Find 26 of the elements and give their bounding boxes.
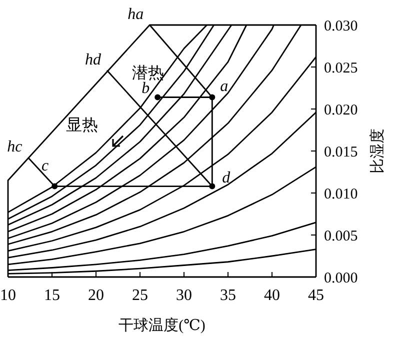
y-tick-label: 0.005 [324, 228, 358, 244]
annotation: c [42, 157, 49, 174]
y-tick-label: 0.015 [324, 144, 358, 160]
y-tick-label: 0.010 [324, 186, 358, 202]
annotation: hc [7, 138, 22, 156]
annotation: 潜热 [132, 64, 164, 82]
x-tick-label: 15 [44, 287, 60, 304]
x-tick-label: 40 [264, 287, 280, 304]
x-tick-label: 35 [220, 287, 236, 304]
y-axis-title: 比湿度 [369, 128, 386, 174]
x-tick-label: 25 [132, 287, 148, 304]
x-tick-label: 45 [308, 287, 324, 304]
annotation: a [220, 78, 228, 96]
annotation: d [222, 169, 232, 186]
y-tick-label: 0.025 [324, 60, 358, 76]
x-tick-label: 20 [88, 287, 104, 304]
y-tick-label: 0.030 [324, 18, 358, 34]
annotation: hd [85, 51, 102, 68]
annotation: ha [128, 6, 144, 23]
x-axis-title: 干球温度(℃) [118, 317, 206, 334]
y-tick-label: 0.020 [324, 102, 358, 118]
y-tick-label: 0.000 [324, 270, 358, 286]
x-tick-label: 10 [0, 287, 16, 304]
annotation: b [142, 80, 150, 98]
x-tick-label: 30 [176, 287, 192, 304]
annotation: 显热 [66, 117, 98, 134]
